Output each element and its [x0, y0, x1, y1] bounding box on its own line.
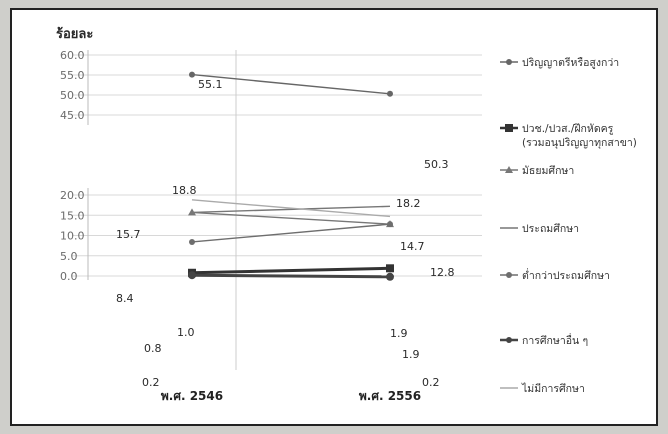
series-line — [191, 199, 391, 218]
x-category-label: พ.ศ. 2556 — [359, 389, 421, 403]
chart-frame: 60.0 55.0 50.0 45.0 20.0 15.0 10.0 5.0 0.0 ร้อยละ… — [10, 8, 658, 426]
data-label: 0.2 — [422, 376, 440, 389]
data-point-marker — [386, 264, 394, 273]
y-tick-label: 0.0 — [60, 270, 78, 283]
data-label: 8.4 — [116, 292, 134, 305]
y-tick-label: 50.0 — [60, 89, 85, 102]
data-label: 18.8 — [172, 184, 197, 197]
legend-marker — [506, 337, 512, 343]
data-label: 0.8 — [144, 342, 162, 355]
data-label: 1.9 — [390, 327, 408, 340]
y-tick-label: 55.0 — [60, 69, 85, 82]
data-label: 1.0 — [177, 326, 195, 339]
y-tick-label: 10.0 — [60, 230, 85, 243]
legend-marker — [506, 272, 512, 278]
data-point-marker — [189, 238, 195, 245]
x-category-label: พ.ศ. 2546 — [161, 389, 223, 403]
data-point-marker — [386, 272, 394, 281]
data-point-marker — [387, 221, 393, 228]
y-axis-title: ร้อยละ — [56, 26, 93, 42]
y-tick-label: 5.0 — [60, 250, 78, 263]
y-tick-label: 15.0 — [60, 209, 85, 222]
series-line — [191, 211, 391, 225]
series-line — [191, 223, 391, 243]
legend-label: มัธยมศึกษา — [522, 165, 574, 177]
data-point-marker — [387, 90, 393, 97]
y-tick-label: 45.0 — [60, 109, 85, 122]
legend-marker — [505, 124, 513, 132]
line-chart: 60.0 55.0 50.0 45.0 20.0 15.0 10.0 5.0 0.0 ร้อยละ… — [56, 26, 637, 403]
data-label: 14.7 — [400, 240, 425, 253]
series-line — [191, 273, 391, 279]
legend-label: (รวมอนุปริญญาทุกสาขา) — [522, 137, 637, 149]
data-label: 0.2 — [142, 376, 160, 389]
legend-label: ประถมศึกษา — [522, 223, 579, 235]
legend-label: ต่ำกว่าประถมศึกษา — [522, 268, 610, 282]
y-tick-label: 60.0 — [60, 49, 85, 62]
legend-label: การศึกษาอื่น ๆ — [522, 333, 588, 347]
legend-marker — [506, 59, 512, 65]
data-label: 55.1 — [198, 78, 223, 91]
legend-label: ปวช./ปวส./ฝึกหัดครู — [522, 123, 614, 135]
y-tick-label: 20.0 — [60, 189, 85, 202]
data-label: 15.7 — [116, 228, 141, 241]
data-point-marker — [188, 271, 196, 280]
data-label: 50.3 — [424, 158, 449, 171]
data-label: 1.9 — [402, 348, 420, 361]
series-line — [191, 73, 391, 95]
data-label: 12.8 — [430, 266, 455, 279]
series-line — [191, 266, 391, 275]
legend-label: ไม่มีการศึกษา — [521, 382, 585, 395]
series-line — [191, 205, 391, 214]
data-label: 18.2 — [396, 197, 421, 210]
legend-label: ปริญญาตรีหรือสูงกว่า — [522, 56, 619, 69]
data-point-marker — [189, 71, 195, 78]
legend-marker — [505, 166, 513, 173]
